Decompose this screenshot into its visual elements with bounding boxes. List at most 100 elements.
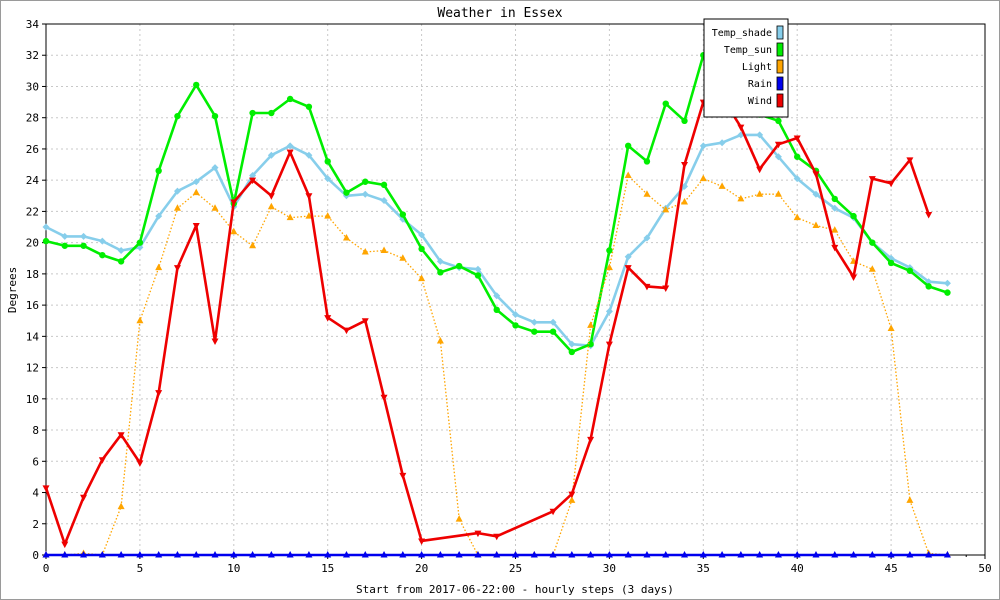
data-point-temp-shade (474, 265, 482, 273)
data-point-light (662, 205, 670, 213)
data-point-wind (342, 327, 350, 335)
data-point-wind (774, 141, 782, 149)
data-point-temp-sun (474, 272, 482, 279)
data-point-temp-shade (249, 171, 257, 179)
data-point-temp-shade (192, 178, 200, 186)
data-point-rain (230, 551, 238, 558)
data-point-temp-shade (605, 307, 613, 315)
data-point-wind (136, 460, 144, 467)
data-point-rain (681, 551, 689, 558)
data-point-rain (380, 551, 388, 558)
data-point-light (305, 212, 313, 219)
data-point-wind (155, 390, 163, 397)
data-point-temp-sun (362, 178, 369, 185)
data-point-temp-sun (869, 239, 876, 246)
series-line-wind (44, 96, 930, 546)
y-tick-label: 26 (26, 143, 39, 156)
data-point-wind (42, 485, 50, 492)
x-tick-label: 10 (227, 562, 240, 575)
data-point-temp-sun (61, 242, 68, 249)
series-temp-sun (42, 39, 951, 356)
data-point-temp-sun (193, 81, 200, 89)
data-point-wind (643, 283, 651, 291)
data-point-temp-shade (211, 164, 219, 172)
data-point-temp-sun (906, 267, 914, 274)
y-tick-label: 6 (32, 455, 39, 468)
y-tick-label: 22 (26, 205, 39, 218)
data-point-temp-sun (531, 328, 538, 335)
legend-label-temp-shade: Temp_shade (712, 28, 772, 39)
data-point-light (342, 233, 350, 241)
data-point-rain (587, 551, 595, 558)
data-point-temp-shade (117, 246, 125, 254)
data-point-rain (812, 551, 820, 558)
data-point-rain (418, 551, 426, 558)
data-point-temp-shade (699, 142, 707, 150)
y-tick-label: 14 (26, 330, 40, 343)
data-point-temp-sun (305, 103, 313, 110)
data-point-temp-shade (493, 292, 501, 300)
data-point-temp-sun (399, 211, 407, 218)
data-point-light (681, 198, 689, 205)
data-point-wind (887, 180, 895, 188)
data-point-temp-shade (286, 142, 294, 150)
data-point-temp-shade (624, 253, 632, 261)
data-point-wind (624, 265, 632, 272)
data-point-temp-shade (831, 204, 839, 212)
data-point-temp-shade (173, 187, 181, 195)
data-point-rain (943, 551, 951, 558)
legend-label-rain: Rain (748, 79, 772, 90)
data-point-wind (305, 193, 313, 200)
data-point-temp-sun (831, 195, 838, 203)
data-point-light (399, 254, 407, 261)
data-point-wind (812, 171, 820, 178)
data-point-rain (42, 551, 50, 558)
x-tick-labels: 0 5 10 15 20 25 30 35 40 45 50 (43, 562, 992, 575)
data-point-rain (774, 551, 782, 558)
data-point-temp-sun (606, 247, 613, 254)
y-tick-label: 10 (26, 393, 39, 406)
data-point-temp-shade (324, 175, 332, 183)
legend-label-light: Light (742, 62, 772, 73)
data-point-light (455, 515, 463, 522)
data-point-rain (211, 551, 219, 558)
data-point-light (173, 204, 181, 211)
data-point-light (230, 227, 238, 235)
data-point-wind (925, 212, 933, 219)
legend-swatch-rain (776, 76, 784, 91)
y-tick-label: 30 (26, 80, 39, 93)
data-point-rain (624, 551, 632, 558)
series-rain (42, 551, 951, 558)
data-point-light (249, 241, 257, 249)
data-point-wind (737, 124, 745, 132)
data-point-temp-shade (943, 279, 951, 287)
legend-label-wind: Wind (748, 96, 772, 107)
data-point-wind (868, 176, 876, 183)
data-point-wind (493, 533, 501, 541)
data-point-light (380, 246, 388, 253)
data-point-light (774, 190, 782, 197)
data-point-wind (211, 338, 219, 346)
data-point-temp-sun (155, 167, 162, 175)
data-point-light (831, 226, 839, 233)
data-point-temp-sun (624, 142, 632, 150)
x-tick-label: 5 (137, 562, 144, 575)
data-point-wind (361, 318, 369, 325)
data-point-temp-sun (850, 212, 857, 220)
data-point-rain (512, 551, 519, 558)
data-point-wind (605, 341, 613, 349)
series-wind (42, 94, 933, 549)
data-point-wind (324, 315, 332, 322)
data-point-rain (643, 551, 651, 558)
data-point-temp-shade (774, 153, 782, 161)
data-point-temp-sun (512, 322, 519, 329)
y-tick-label: 12 (26, 362, 39, 375)
data-point-light (887, 324, 895, 332)
data-point-temp-shade (361, 190, 369, 198)
data-point-temp-sun (587, 340, 594, 348)
y-tick-label: 0 (32, 549, 39, 562)
data-point-rain (887, 551, 895, 558)
data-point-rain (136, 551, 144, 558)
data-point-rain (737, 551, 745, 558)
y-tick-label: 16 (26, 299, 39, 312)
